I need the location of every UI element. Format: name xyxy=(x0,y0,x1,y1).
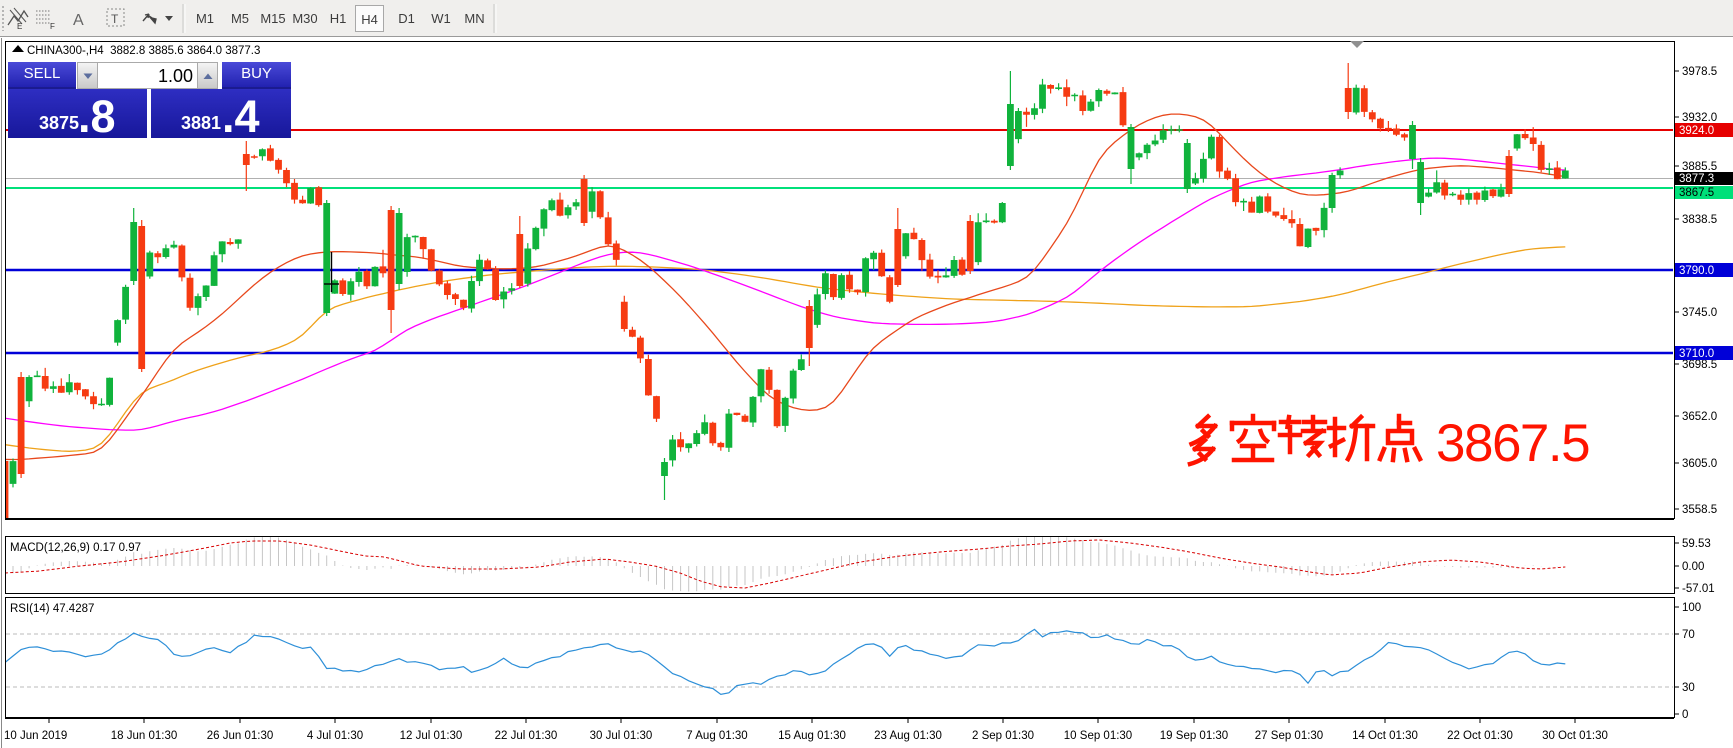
svg-text:30 Oct 01:30: 30 Oct 01:30 xyxy=(1542,730,1608,742)
svg-text:22 Oct 01:30: 22 Oct 01:30 xyxy=(1447,730,1513,742)
svg-text:18 Jun 01:30: 18 Jun 01:30 xyxy=(111,730,178,742)
svg-text:3885.5: 3885.5 xyxy=(1682,161,1717,173)
svg-text:3924.0: 3924.0 xyxy=(1679,125,1714,137)
svg-text:E: E xyxy=(17,22,22,31)
svg-text:3867.5: 3867.5 xyxy=(1679,187,1714,199)
svg-text:MACD(12,26,9) 0.17 0.97: MACD(12,26,9) 0.17 0.97 xyxy=(10,542,141,554)
svg-text:3710.0: 3710.0 xyxy=(1679,348,1714,360)
svg-text:22 Jul 01:30: 22 Jul 01:30 xyxy=(495,730,558,742)
svg-text:23 Aug 01:30: 23 Aug 01:30 xyxy=(874,730,942,742)
svg-text:3790.0: 3790.0 xyxy=(1679,265,1714,277)
svg-text:0: 0 xyxy=(1682,709,1688,721)
svg-text:T: T xyxy=(111,12,119,26)
svg-text:3932.0: 3932.0 xyxy=(1682,112,1717,124)
svg-text:30 Jul 01:30: 30 Jul 01:30 xyxy=(590,730,653,742)
svg-text:14 Oct 01:30: 14 Oct 01:30 xyxy=(1352,730,1418,742)
svg-text:4 Jul 01:30: 4 Jul 01:30 xyxy=(307,730,363,742)
svg-text:3867.5: 3867.5 xyxy=(1436,414,1589,473)
svg-text:26 Jun 01:30: 26 Jun 01:30 xyxy=(207,730,274,742)
svg-text:19 Sep 01:30: 19 Sep 01:30 xyxy=(1160,730,1228,742)
svg-text:10 Jun 2019: 10 Jun 2019 xyxy=(4,730,67,742)
svg-text:3745.0: 3745.0 xyxy=(1682,307,1717,319)
svg-text:F: F xyxy=(50,22,55,31)
svg-text:70: 70 xyxy=(1682,629,1695,641)
svg-text:2 Sep 01:30: 2 Sep 01:30 xyxy=(972,730,1034,742)
svg-text:3652.0: 3652.0 xyxy=(1682,411,1717,423)
svg-text:-57.01: -57.01 xyxy=(1682,583,1715,595)
svg-text:0.00: 0.00 xyxy=(1682,561,1704,573)
svg-text:3698.5: 3698.5 xyxy=(1682,359,1717,371)
svg-text:100: 100 xyxy=(1682,602,1701,614)
svg-text:7 Aug 01:30: 7 Aug 01:30 xyxy=(686,730,747,742)
svg-text:30: 30 xyxy=(1682,682,1695,694)
svg-text:3877.3: 3877.3 xyxy=(1679,173,1714,185)
svg-text:3605.0: 3605.0 xyxy=(1682,458,1717,470)
svg-text:27 Sep 01:30: 27 Sep 01:30 xyxy=(1255,730,1323,742)
svg-text:59.53: 59.53 xyxy=(1682,538,1711,550)
svg-text:A: A xyxy=(73,12,84,29)
svg-text:12 Jul 01:30: 12 Jul 01:30 xyxy=(400,730,463,742)
svg-text:RSI(14) 47.4287: RSI(14) 47.4287 xyxy=(10,603,94,615)
svg-text:15 Aug 01:30: 15 Aug 01:30 xyxy=(778,730,846,742)
svg-text:10 Sep 01:30: 10 Sep 01:30 xyxy=(1064,730,1132,742)
svg-text:3558.5: 3558.5 xyxy=(1682,504,1717,516)
svg-text:3978.5: 3978.5 xyxy=(1682,66,1717,78)
svg-text:CHINA300-,H4 3882.8 3885.6 38: CHINA300-,H4 3882.8 3885.6 3864.0 3877.3 xyxy=(27,45,260,57)
svg-text:3838.5: 3838.5 xyxy=(1682,214,1717,226)
